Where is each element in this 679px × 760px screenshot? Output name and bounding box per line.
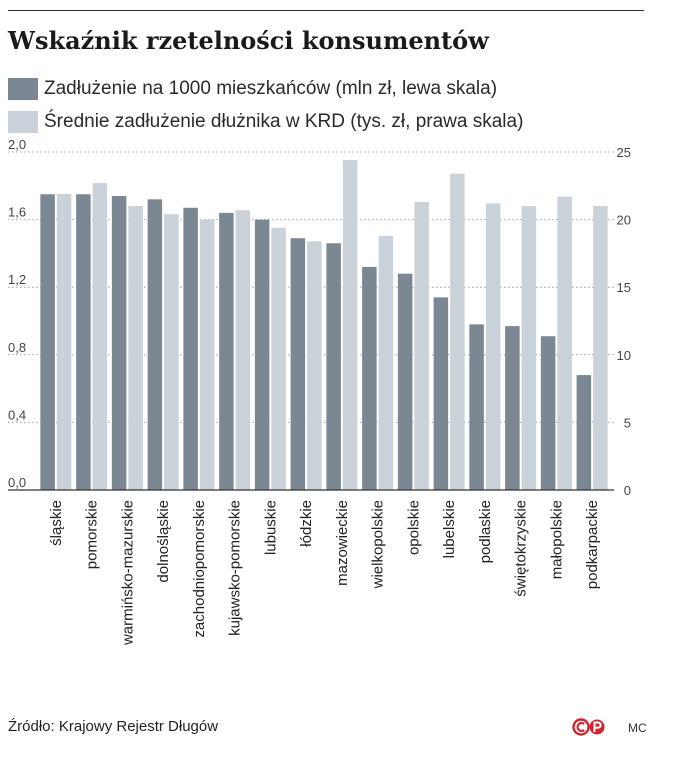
bar-series-2 (378, 235, 394, 490)
category-label: łódzkie (298, 500, 315, 547)
bar-series-2 (128, 206, 143, 490)
category-label: podkarpackie (584, 500, 601, 589)
bar-series-1 (576, 375, 592, 490)
bar-series-1 (147, 199, 163, 490)
category-label: śląskie (48, 500, 65, 546)
bar-series-1 (326, 243, 341, 490)
bar-series-1 (397, 273, 413, 490)
bar-series-1 (540, 336, 556, 490)
y-right-tick-label: 5 (624, 415, 631, 430)
y-right-tick-label: 15 (617, 280, 631, 295)
bar-series-2 (199, 219, 215, 490)
category-label: dolnośląskie (155, 500, 172, 583)
brand-logo-icon (572, 718, 605, 736)
y-left-tick-label: 1,6 (8, 205, 26, 220)
bar-series-2 (56, 193, 72, 491)
category-label: świętokrzyskie (513, 500, 530, 597)
bar-series-2 (593, 206, 608, 490)
bar-series-2 (450, 173, 465, 490)
category-label: małopolskie (548, 500, 565, 579)
category-label: pomorskie (84, 500, 101, 569)
legend-label-series-1: Zadłużenie na 1000 mieszkańców (mln zł, … (44, 78, 498, 99)
bar-series-2 (342, 160, 358, 490)
category-label: mazowieckie (334, 500, 351, 586)
bar-series-1 (469, 324, 484, 490)
y-left-tick-label: 1,2 (8, 272, 26, 287)
y-right-tick-label: 20 (617, 213, 631, 228)
category-label: lubelskie (441, 500, 458, 558)
bar-series-2 (521, 206, 537, 490)
bar-series-1 (290, 238, 306, 490)
bar-series-2 (92, 183, 108, 490)
bar-series-1 (111, 195, 127, 490)
bar-series-2 (271, 227, 286, 490)
bar-series-2 (307, 241, 322, 490)
y-left-tick-label: 0,8 (8, 340, 26, 355)
bar-series-2 (557, 196, 572, 490)
bar-series-1 (505, 326, 520, 490)
bar-series-1 (362, 266, 377, 490)
category-label: lubuskie (262, 500, 279, 555)
bar-series-1 (433, 297, 449, 490)
top-rule (8, 10, 644, 11)
author-initials: MC (628, 721, 647, 735)
y-left-tick-label: 0,4 (8, 407, 26, 422)
category-label: zachodniopomorskie (191, 500, 208, 638)
y-left-tick-label: 2,0 (8, 137, 26, 152)
bar-series-1 (76, 194, 91, 490)
bar-chart: 0,0 0,4 0,8 1,2 1,6 2,0 0 5 10 15 20 25 śląskie pomor… (8, 137, 631, 646)
category-label: warmińsko-mazurskie (119, 500, 136, 646)
bar-series-1 (183, 207, 198, 490)
bar-series-2 (485, 203, 501, 490)
legend-swatch-series-2 (8, 111, 38, 133)
y-right-tick-label: 25 (617, 145, 631, 160)
y-left-tick-label: 0,0 (8, 475, 26, 490)
category-label: kujawsko-pomorskie (227, 500, 244, 636)
bar-series-2 (414, 202, 429, 491)
bar-series-1 (40, 194, 55, 490)
bar-series-1 (219, 212, 234, 490)
legend-item-series-1: Zadłużenie na 1000 mieszkańców (mln zł, … (8, 76, 497, 102)
y-right-tick-label: 0 (624, 483, 631, 498)
legend-item-series-2: Średnie zadłużenie dłużnika w KRD (tys. … (8, 109, 523, 135)
legend-swatch-series-1 (8, 78, 38, 100)
chart-title: Wskaźnik rzetelności konsumentów (8, 26, 489, 55)
legend-label-series-2: Średnie zadłużenie dłużnika w KRD (tys. … (44, 111, 524, 132)
category-label: podlaskie (477, 500, 494, 563)
source-note: Źródło: Krajowy Rejestr Długów (8, 718, 219, 735)
bar-series-2 (164, 214, 179, 490)
category-label: wielkopolskie (370, 500, 387, 589)
y-right-tick-label: 10 (617, 348, 631, 363)
bar-series-1 (254, 219, 270, 490)
category-label: opolskie (405, 500, 422, 555)
bar-series-2 (235, 210, 251, 491)
